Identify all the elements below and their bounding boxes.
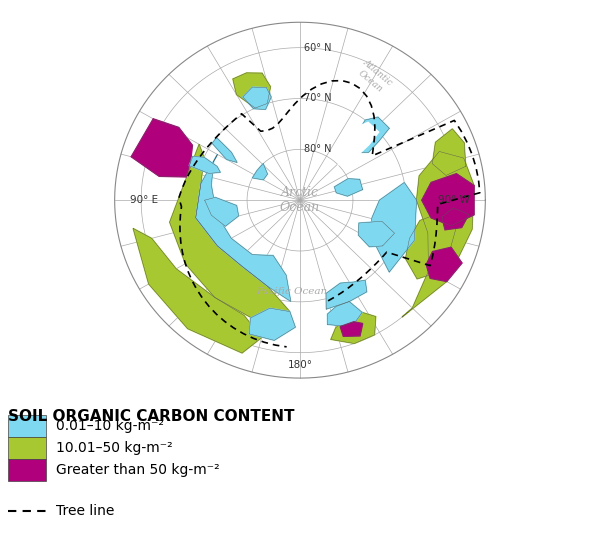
Text: 70° N: 70° N xyxy=(304,94,332,103)
Polygon shape xyxy=(406,212,457,279)
Text: Tree line: Tree line xyxy=(56,504,115,518)
Polygon shape xyxy=(326,280,367,309)
Text: SOIL ORGANIC CARBON CONTENT: SOIL ORGANIC CARBON CONTENT xyxy=(8,409,295,424)
Polygon shape xyxy=(243,87,271,109)
Bar xyxy=(8,459,46,481)
Text: Pacific Ocean: Pacific Ocean xyxy=(256,287,327,296)
Text: Atlantic
Ocean: Atlantic Ocean xyxy=(355,58,394,96)
Polygon shape xyxy=(402,151,474,317)
Text: 80° N: 80° N xyxy=(304,144,332,154)
Text: 0.01–10 kg‑m⁻²: 0.01–10 kg‑m⁻² xyxy=(56,419,164,433)
Polygon shape xyxy=(133,228,262,353)
Text: 90° W: 90° W xyxy=(439,195,470,205)
Polygon shape xyxy=(170,144,290,320)
Text: 90° E: 90° E xyxy=(130,195,158,205)
Polygon shape xyxy=(131,119,193,177)
Polygon shape xyxy=(358,221,395,247)
Bar xyxy=(8,437,46,459)
Polygon shape xyxy=(338,122,379,165)
Text: 180°: 180° xyxy=(287,360,313,370)
Polygon shape xyxy=(115,22,485,378)
Text: 60° N: 60° N xyxy=(304,43,332,52)
Polygon shape xyxy=(371,182,416,272)
Text: Arctic
Ocean: Arctic Ocean xyxy=(280,186,320,214)
Polygon shape xyxy=(433,129,466,175)
Polygon shape xyxy=(253,163,268,180)
Text: 10.01–50 kg‑m⁻²: 10.01–50 kg‑m⁻² xyxy=(56,441,173,455)
Polygon shape xyxy=(442,208,469,230)
Polygon shape xyxy=(189,156,220,174)
Polygon shape xyxy=(249,308,295,340)
Polygon shape xyxy=(212,137,237,162)
Polygon shape xyxy=(422,174,474,226)
Polygon shape xyxy=(196,154,291,301)
Polygon shape xyxy=(331,312,376,344)
Bar xyxy=(8,415,46,437)
Polygon shape xyxy=(328,301,362,326)
Polygon shape xyxy=(340,322,362,337)
Polygon shape xyxy=(205,197,239,226)
Polygon shape xyxy=(334,179,362,196)
Text: Greater than 50 kg‑m⁻²: Greater than 50 kg‑m⁻² xyxy=(56,463,220,477)
Polygon shape xyxy=(355,117,389,153)
Polygon shape xyxy=(426,247,462,281)
Polygon shape xyxy=(233,73,271,108)
